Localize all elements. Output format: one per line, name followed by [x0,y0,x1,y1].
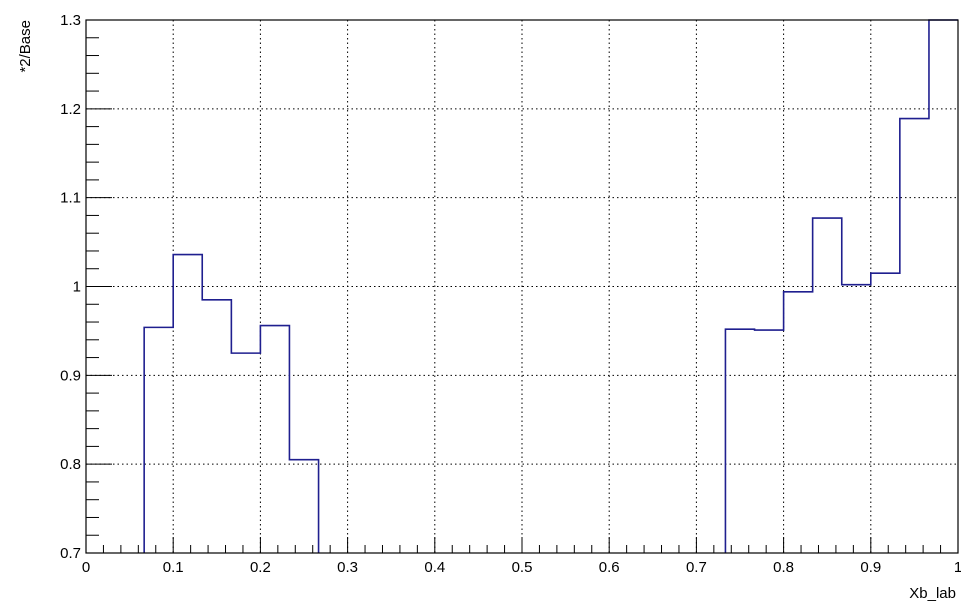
y-tick-label: 1.3 [60,12,81,29]
y-tick-label: 0.9 [60,367,81,384]
y-tick-label: 0.7 [60,545,81,562]
y-tick-label: 1.2 [60,101,81,118]
x-tick-label: 0.4 [424,559,445,576]
grid-lines [86,20,958,553]
y-axis-title: *2/Base [17,20,34,73]
series-layer [143,19,958,553]
x-tick-label: 0.2 [250,559,271,576]
plot-frame [85,19,959,554]
x-tick-label: 0 [82,559,90,576]
x-tick-label: 1 [954,559,961,576]
x-tick-label: 0.6 [599,559,620,576]
histogram-series-line [724,19,958,553]
x-tick-label: 0.3 [337,559,358,576]
tick-labels: 0 0.1 0.2 0.3 0.4 0.5 0.6 0.7 0.8 0.9 1 0.7 0.8 0.9 1 1… [60,12,961,576]
y-tick-label: 1.1 [60,190,81,207]
x-tick-label: 0.8 [773,559,794,576]
x-tick-label: 0.5 [512,559,533,576]
y-tick-label: 0.8 [60,456,81,473]
x-tick-label: 0.1 [163,559,184,576]
x-axis-title: Xb_lab [909,585,956,602]
y-tick-label: 1 [73,279,81,296]
histogram-series-line [143,253,320,553]
x-tick-label: 0.9 [860,559,881,576]
x-tick-label: 0.7 [686,559,707,576]
